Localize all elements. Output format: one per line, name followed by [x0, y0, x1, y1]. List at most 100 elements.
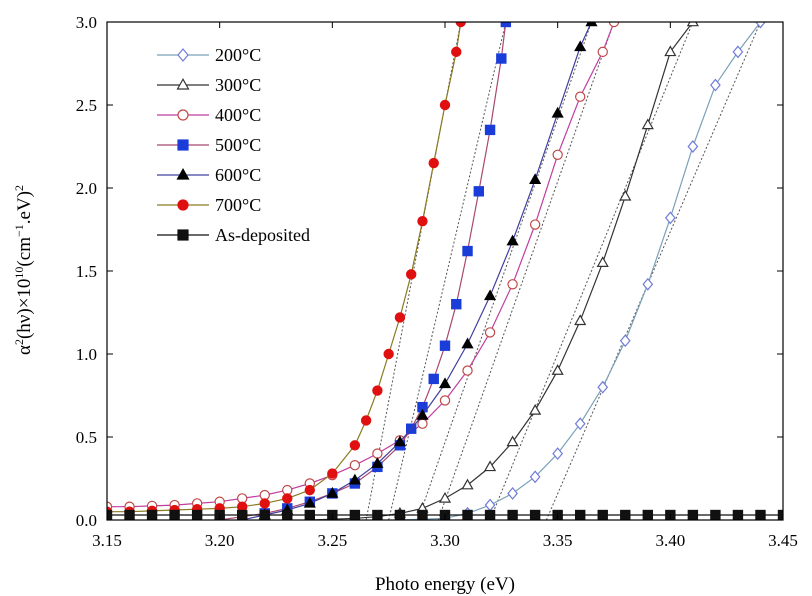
data-point	[461, 478, 474, 490]
data-point	[506, 435, 519, 447]
y-tick-label: 2.0	[76, 179, 97, 198]
legend-label: 300°C	[215, 75, 261, 95]
legend-item: 400°C	[157, 105, 261, 125]
data-point	[484, 498, 496, 512]
data-point	[506, 234, 519, 246]
legend-label: 500°C	[215, 135, 261, 155]
data-point	[282, 509, 293, 520]
x-tick-label: 3.20	[205, 531, 235, 550]
data-point	[439, 395, 451, 406]
data-point	[732, 45, 744, 59]
legend-item: 500°C	[157, 135, 261, 155]
x-tick-label: 3.45	[768, 531, 798, 550]
data-point	[507, 486, 518, 500]
data-point	[451, 299, 462, 310]
data-point	[551, 106, 564, 118]
data-point	[619, 334, 631, 348]
data-point	[642, 277, 654, 291]
data-point	[282, 493, 293, 504]
data-point	[326, 486, 339, 498]
data-point	[303, 496, 316, 508]
x-tick-label: 3.25	[317, 531, 347, 550]
data-point	[461, 337, 474, 349]
data-point	[732, 509, 744, 520]
data-point	[304, 484, 315, 496]
data-point	[496, 53, 507, 64]
data-point	[416, 408, 429, 420]
data-point	[259, 498, 270, 509]
data-point	[686, 22, 699, 27]
y-title-sup-1: 2	[12, 339, 26, 345]
data-point	[417, 215, 428, 227]
data-point	[439, 340, 451, 351]
y-axis-title: α2(hν)×1010(cm−1.eV)2	[12, 185, 35, 355]
y-tick-label: 2.5	[76, 96, 97, 115]
y-tick-label: 3.0	[76, 13, 97, 32]
legend-marker	[177, 199, 189, 211]
data-point	[371, 457, 384, 468]
data-point	[642, 509, 654, 520]
x-axis: 3.15 3.20 3.25 3.30 3.35 3.40 3.45	[92, 22, 798, 550]
y-title-sup-3: −1	[12, 224, 26, 237]
series-400-c	[107, 22, 620, 512]
y-tick-label: 0.0	[76, 511, 97, 530]
data-point	[428, 373, 439, 385]
data-point	[473, 186, 485, 197]
data-point	[777, 509, 783, 520]
data-point	[462, 245, 473, 257]
data-point	[664, 211, 676, 225]
data-point	[687, 509, 699, 520]
data-point	[462, 509, 473, 520]
data-point	[383, 348, 394, 360]
series-700-c	[107, 22, 466, 517]
data-point	[597, 509, 608, 520]
y-tick-label: 1.0	[76, 345, 97, 364]
y-title-alpha: α	[14, 345, 35, 355]
data-point	[664, 45, 677, 57]
data-point	[575, 91, 586, 102]
data-point	[462, 365, 473, 376]
legend-label: 200°C	[215, 45, 261, 65]
data-point	[755, 22, 766, 29]
data-point	[574, 40, 587, 52]
legend-item: 200°C	[157, 45, 261, 65]
data-point	[484, 509, 496, 520]
fit-line	[437, 22, 615, 520]
data-point	[529, 403, 542, 415]
data-point	[574, 417, 586, 431]
data-point	[574, 509, 586, 520]
data-point	[455, 22, 466, 28]
data-point	[372, 385, 383, 396]
series-group	[107, 22, 783, 520]
x-tick-label: 3.35	[543, 531, 573, 550]
data-point	[597, 46, 608, 58]
legend-item: 300°C	[157, 75, 261, 95]
y-title-part-4: .eV)	[14, 191, 35, 224]
data-point	[608, 22, 620, 28]
legend-marker	[177, 139, 189, 151]
data-point	[124, 509, 135, 520]
data-point	[394, 312, 406, 323]
data-point	[169, 509, 180, 520]
plot-frame	[106, 21, 784, 521]
data-point	[439, 99, 451, 111]
data-point	[348, 473, 361, 485]
data-point	[574, 314, 587, 326]
legend: 200°C 300°C 400°C 500°C 600°C 700°C As-deposit…	[157, 45, 310, 245]
data-point	[507, 509, 518, 520]
legend-marker	[176, 78, 190, 90]
data-point	[451, 46, 462, 58]
series-600-c	[238, 22, 598, 520]
data-point	[529, 173, 542, 184]
data-point	[349, 440, 361, 451]
data-point	[146, 509, 158, 520]
x-tick-label: 3.15	[92, 531, 122, 550]
data-point	[597, 380, 609, 394]
data-point	[552, 447, 564, 461]
legend-marker	[177, 109, 189, 121]
legend-marker	[177, 48, 189, 62]
y-title-sup-2: 10	[12, 267, 26, 279]
data-point	[529, 219, 541, 230]
y-tick-label: 0.5	[76, 428, 97, 447]
